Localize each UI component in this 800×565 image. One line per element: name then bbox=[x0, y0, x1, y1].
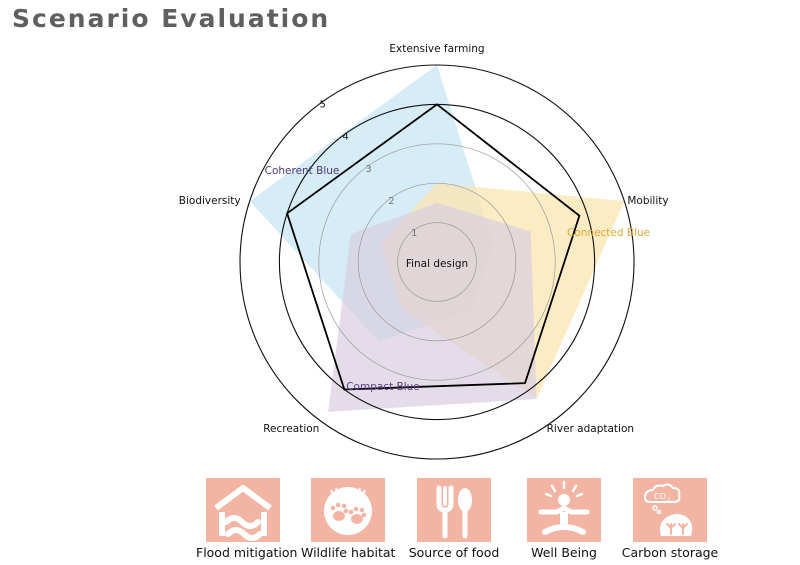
carbon-storage-icon: CO 2 bbox=[643, 483, 693, 536]
radar-ring bbox=[239, 64, 635, 460]
scenario-fills bbox=[249, 65, 625, 412]
series-labels: Coherent Blue Connected Blue Compact Blue F… bbox=[265, 165, 651, 393]
ring-label: 4 bbox=[342, 132, 348, 143]
radar-chart: 1 2 3 4 5 Extensive farming Mobility River ada… bbox=[179, 43, 669, 460]
ring-label: 1 bbox=[411, 228, 417, 239]
source-of-food-icon bbox=[436, 485, 472, 539]
svg-text:2: 2 bbox=[667, 497, 670, 503]
benefit-label: Wildlife habitat bbox=[301, 545, 396, 560]
axis-label: Mobility bbox=[627, 195, 668, 207]
benefit-label: Well Being bbox=[531, 545, 597, 560]
series-label: Coherent Blue bbox=[265, 165, 340, 177]
series-area-compact-blue bbox=[328, 202, 537, 412]
series-label: Compact Blue bbox=[346, 381, 420, 393]
axis-label: River adaptation bbox=[547, 423, 634, 435]
axis-label: Recreation bbox=[263, 423, 319, 435]
ring-label: 5 bbox=[320, 100, 326, 111]
flood-mitigation-tile bbox=[206, 478, 280, 542]
carbon-storage-tile: CO 2 bbox=[633, 478, 707, 542]
ring-label: 2 bbox=[388, 196, 394, 207]
page-title: Scenario Evaluation bbox=[12, 4, 331, 33]
ring-label: 3 bbox=[365, 164, 371, 175]
series-label: Connected Blue bbox=[567, 227, 650, 239]
ring-labels: 1 2 3 4 5 bbox=[320, 100, 418, 239]
svg-text:CO: CO bbox=[654, 492, 666, 501]
flood-mitigation-icon bbox=[214, 485, 272, 541]
axis-labels: Extensive farming Mobility River adaptatio… bbox=[179, 43, 669, 435]
radar-ring bbox=[397, 222, 477, 302]
radar-ring bbox=[357, 182, 517, 342]
well-being-icon bbox=[538, 480, 590, 535]
source-of-food-tile bbox=[417, 478, 491, 542]
wildlife-habitat-icon bbox=[324, 487, 372, 535]
series-line-final-design bbox=[286, 103, 581, 391]
wildlife-habitat-tile bbox=[311, 478, 385, 542]
benefit-label: Source of food bbox=[408, 545, 500, 560]
final-design-outline bbox=[286, 103, 581, 391]
axis-label: Extensive farming bbox=[389, 43, 484, 55]
series-label: Final design bbox=[406, 258, 468, 270]
benefit-label: Flood mitigation bbox=[196, 545, 298, 560]
well-being-tile bbox=[527, 478, 601, 542]
axis-label: Biodiversity bbox=[179, 195, 241, 207]
benefit-label: Carbon storage bbox=[621, 545, 719, 560]
radar-ring bbox=[318, 143, 556, 381]
